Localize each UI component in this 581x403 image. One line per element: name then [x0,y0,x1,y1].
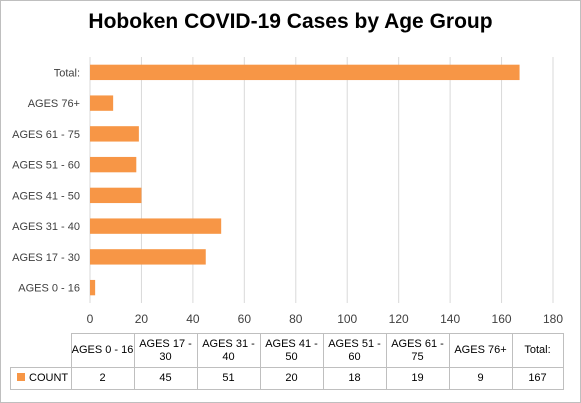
category-label: AGES 51 - 60 [12,160,80,172]
data-table-header-cell: AGES 41 - 50 [259,333,324,368]
data-table-corner [10,333,72,368]
x-tick-label: 180 [543,312,563,326]
category-label: AGES 31 - 40 [12,221,80,233]
bar [90,249,206,265]
series-name: COUNT [29,372,69,384]
bar [90,95,114,111]
plot-area: 0 20 40 60 80 100 120 140 160 180 AGES 0 - 16 AGES … [12,57,563,326]
category-label: AGES 17 - 30 [12,252,80,264]
data-table-header-cell: Total: [511,333,564,368]
data-table-header-cell: AGES 17 - 30 [133,333,198,368]
x-tick-label: 40 [186,312,200,326]
category-label: AGES 41 - 50 [12,190,80,202]
bar [90,156,137,173]
data-table-header-cell: AGES 31 - 40 [196,333,261,368]
x-tick-label: 20 [135,312,149,326]
data-table-header-cell: AGES 61 - 75 [385,333,450,368]
category-label: Total: [54,67,80,79]
data-table-header-cell: AGES 51 - 60 [322,333,387,368]
data-table-value-cell: 18 [322,367,387,390]
data-table-value-cell: 2 [70,367,135,390]
x-tick-label: 100 [337,312,357,326]
data-table-value-cell: 19 [385,367,450,390]
category-label: AGES 76+ [28,98,80,110]
data-table: AGES 0 - 16 AGES 17 - 30 AGES 31 - 40 AGES … [10,333,564,390]
chart-title: Hoboken COVID-19 Cases by Age Group [88,10,493,33]
data-table-value-cell: 9 [448,367,513,390]
bar [90,64,520,81]
x-tick-label: 80 [289,312,303,326]
data-table-header-row: AGES 0 - 16 AGES 17 - 30 AGES 31 - 40 AGES … [10,333,564,368]
data-table-value-cell: 51 [196,367,261,390]
data-table-header-cell: AGES 0 - 16 [70,333,135,368]
bar [90,126,139,142]
data-table-value-row: COUNT 2 45 51 20 18 19 9 167 [10,367,564,390]
data-table-series-label: COUNT [10,367,72,390]
bar [90,187,142,204]
x-tick-label: 0 [87,312,94,326]
x-tick-label: 160 [492,312,512,326]
data-table-value-cell: 45 [133,367,198,390]
bar [90,279,96,296]
data-table-header-cell: AGES 76+ [448,333,513,368]
legend-swatch [17,373,25,382]
x-tick-label: 120 [389,312,409,326]
x-tick-label: 140 [440,312,460,326]
category-label: AGES 61 - 75 [12,129,80,141]
bar [90,218,222,234]
data-table-value-cell: 167 [511,367,564,390]
category-label: AGES 0 - 16 [18,283,80,295]
data-table-value-cell: 20 [259,367,324,390]
x-tick-label: 60 [238,312,252,326]
